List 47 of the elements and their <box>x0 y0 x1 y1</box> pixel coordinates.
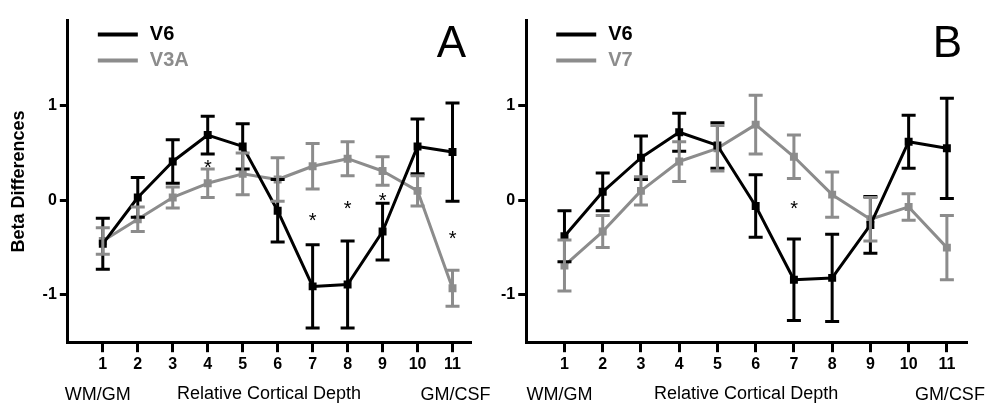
x-tick-label: 8 <box>827 355 837 373</box>
x-tick-label: 10 <box>408 355 427 373</box>
x-tick-label: 1 <box>98 355 108 373</box>
legend-label: V6 <box>149 22 175 45</box>
x-tick-label: 6 <box>273 355 283 373</box>
legend-label: V7 <box>608 48 633 71</box>
x-tick-label: 5 <box>238 355 248 373</box>
y-tick-label: -1 <box>500 285 516 303</box>
legend-label: V6 <box>608 22 633 45</box>
x-tick-label: 11 <box>444 355 462 373</box>
y-tick-label: 1 <box>506 96 516 114</box>
x-tick-label: 4 <box>674 355 684 373</box>
legend-label: V3A <box>149 48 189 71</box>
y-axis-title: Beta Differences <box>7 110 28 253</box>
text: WM/GM <box>64 383 131 404</box>
x-tick-label: 7 <box>308 355 318 373</box>
x-tick-label: 6 <box>751 355 761 373</box>
chart-title: B <box>932 16 962 66</box>
annotation: * <box>308 208 317 231</box>
x-tick-label: 2 <box>598 355 608 373</box>
x-tick-label: 10 <box>899 355 918 373</box>
x-tick-label: 3 <box>168 355 178 373</box>
x-tick-label: 7 <box>789 355 799 373</box>
chart-title: A <box>436 16 467 66</box>
annotation: * <box>448 226 457 249</box>
text: GM/CSF <box>420 383 491 404</box>
x-axis-title: Relative Cortical Depth <box>176 383 361 404</box>
text: WM/GM <box>526 383 593 404</box>
annotation: * <box>343 197 352 220</box>
x-tick-label: 9 <box>865 355 875 373</box>
x-axis-title: Relative Cortical Depth <box>654 383 839 404</box>
x-tick-label: 1 <box>560 355 570 373</box>
text: GM/CSF <box>914 383 985 404</box>
x-tick-label: 9 <box>378 355 388 373</box>
x-tick-label: 5 <box>712 355 722 373</box>
y-tick-label: 0 <box>506 190 516 208</box>
annotation: * <box>790 197 799 220</box>
annotation: * <box>203 155 212 178</box>
x-tick-label: 8 <box>343 355 353 373</box>
x-tick-label: 2 <box>133 355 143 373</box>
annotation: * <box>378 189 387 211</box>
x-tick-label: 11 <box>938 355 956 373</box>
y-tick-label: 0 <box>47 190 57 208</box>
y-tick-label: -1 <box>42 285 57 303</box>
x-tick-label: 4 <box>203 355 213 373</box>
x-tick-label: 3 <box>636 355 646 373</box>
y-tick-label: 1 <box>47 96 57 114</box>
